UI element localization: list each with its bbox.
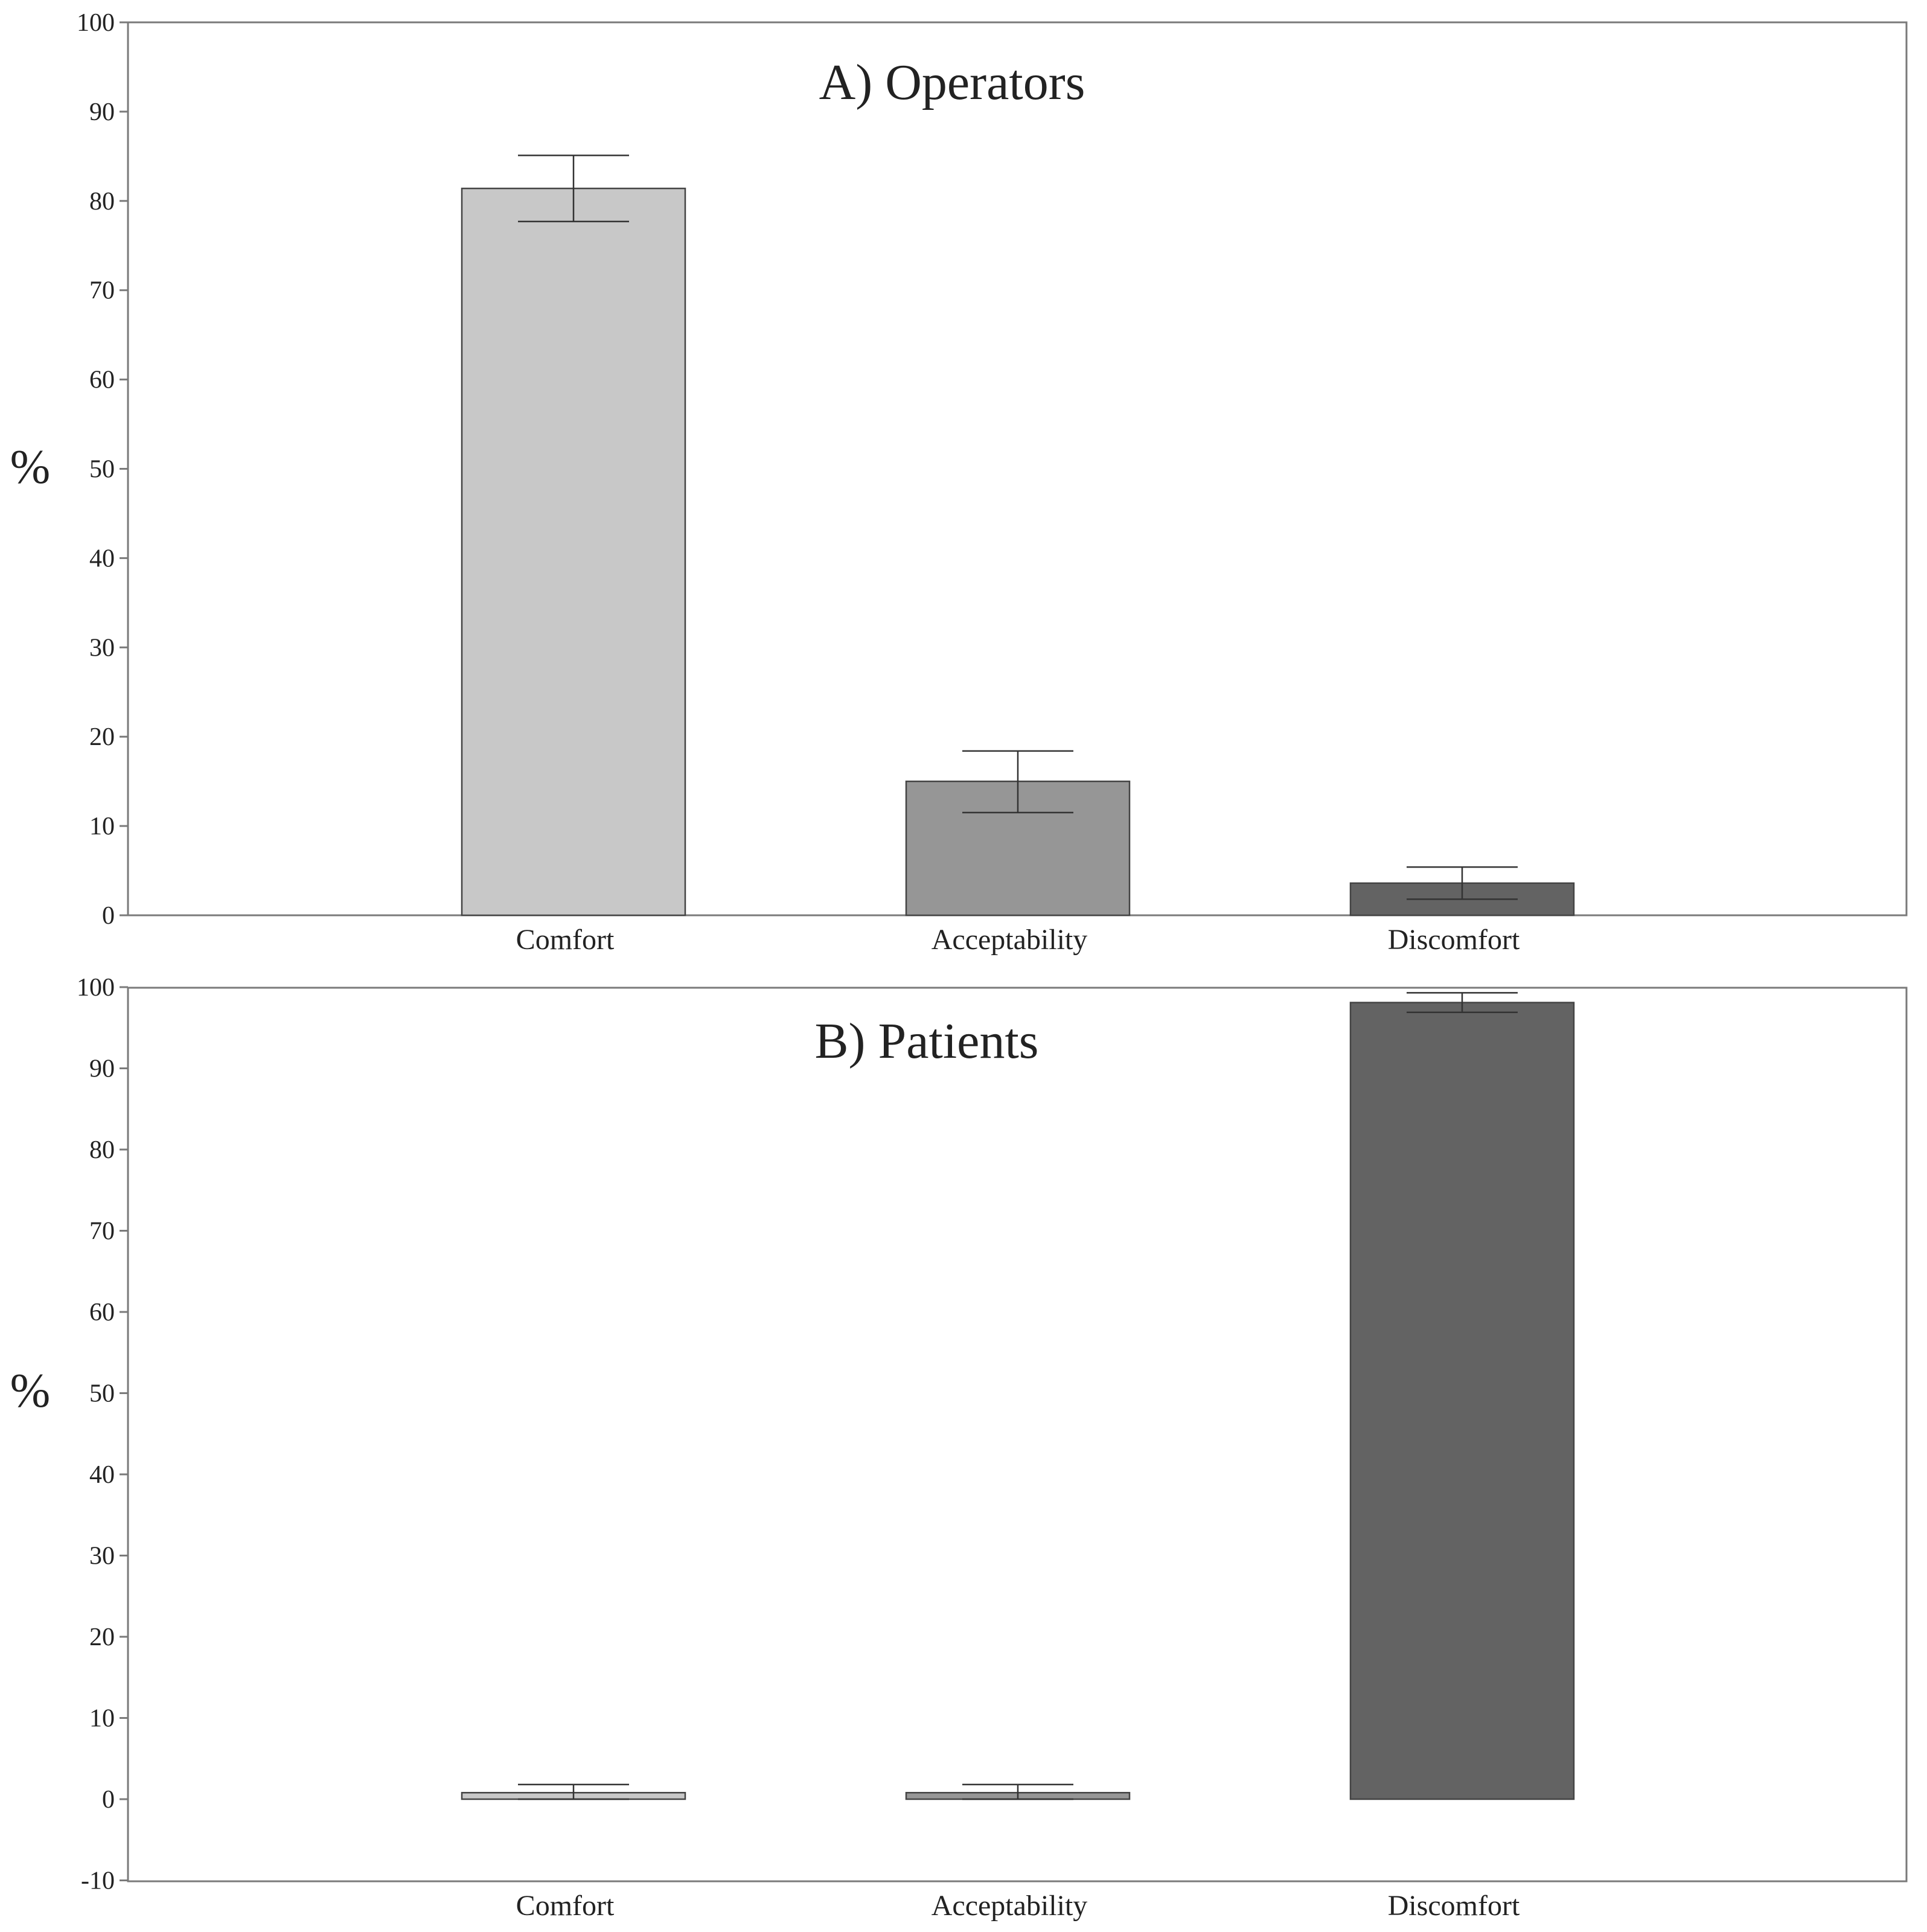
y-tick-label: 40 bbox=[89, 1461, 115, 1489]
y-tick-label: -10 bbox=[81, 1867, 115, 1895]
y-tick-label: 50 bbox=[89, 1380, 115, 1408]
x-label-comfort: Comfort bbox=[516, 924, 615, 956]
y-tick-label: 10 bbox=[89, 1705, 115, 1733]
y-tick-label: 20 bbox=[89, 723, 115, 751]
y-tick-label: 70 bbox=[89, 277, 115, 305]
y-tick-label: 60 bbox=[89, 366, 115, 394]
chart-title-patients: B) Patients bbox=[815, 1013, 1039, 1069]
y-tick-label: 60 bbox=[89, 1299, 115, 1326]
y-ticks-patients: -10 0 10 20 30 40 50 60 70 80 90 100 bbox=[77, 974, 128, 1895]
error-bars-patients bbox=[518, 992, 1518, 1800]
x-label-discomfort: Discomfort bbox=[1388, 1890, 1520, 1922]
y-tick-label: 80 bbox=[89, 188, 115, 216]
y-tick-label: 90 bbox=[89, 1055, 115, 1083]
bar-discomfort bbox=[1349, 1002, 1575, 1800]
y-tick-label: 50 bbox=[89, 456, 115, 484]
x-label-acceptability: Acceptability bbox=[932, 924, 1088, 956]
plot-frame-patients bbox=[127, 987, 1908, 1882]
x-labels-patients: Comfort Acceptability Discomfort bbox=[516, 1890, 1520, 1922]
y-tick-label: 30 bbox=[89, 634, 115, 662]
bars-patients bbox=[461, 1002, 1575, 1800]
y-ticks-operators: 0 10 20 30 40 50 60 70 80 90 100 bbox=[77, 9, 128, 930]
y-tick-label: 0 bbox=[102, 902, 115, 930]
x-label-comfort: Comfort bbox=[516, 1890, 615, 1922]
y-axis-label-patients: % bbox=[10, 1364, 51, 1418]
y-tick-label: 100 bbox=[77, 974, 115, 1002]
y-tick-label: 40 bbox=[89, 545, 115, 572]
y-tick-label: 30 bbox=[89, 1543, 115, 1570]
x-label-acceptability: Acceptability bbox=[932, 1890, 1088, 1922]
x-label-discomfort: Discomfort bbox=[1388, 924, 1520, 956]
y-tick-label: 20 bbox=[89, 1623, 115, 1651]
bar-comfort bbox=[461, 187, 686, 916]
x-labels-operators: Comfort Acceptability Discomfort bbox=[516, 924, 1520, 956]
y-tick-label: 0 bbox=[102, 1786, 115, 1814]
chart-title-operators: A) Operators bbox=[819, 54, 1085, 110]
y-tick-label: 90 bbox=[89, 98, 115, 126]
panel-patients: B) Patients % -100102030405060708090100 … bbox=[10, 974, 1908, 1922]
y-tick-label: 70 bbox=[89, 1218, 115, 1246]
error-bars-operators bbox=[518, 155, 1518, 900]
y-tick-label: 100 bbox=[77, 9, 115, 37]
y-tick-label: 80 bbox=[89, 1136, 115, 1164]
bars-operators bbox=[461, 187, 1575, 916]
y-axis-label-operators: % bbox=[10, 441, 51, 494]
panel-operators: A) Operators % 0 10 20 30 40 50 60 70 80 90 100 Co… bbox=[10, 9, 1908, 956]
y-tick-label: 10 bbox=[89, 813, 115, 840]
